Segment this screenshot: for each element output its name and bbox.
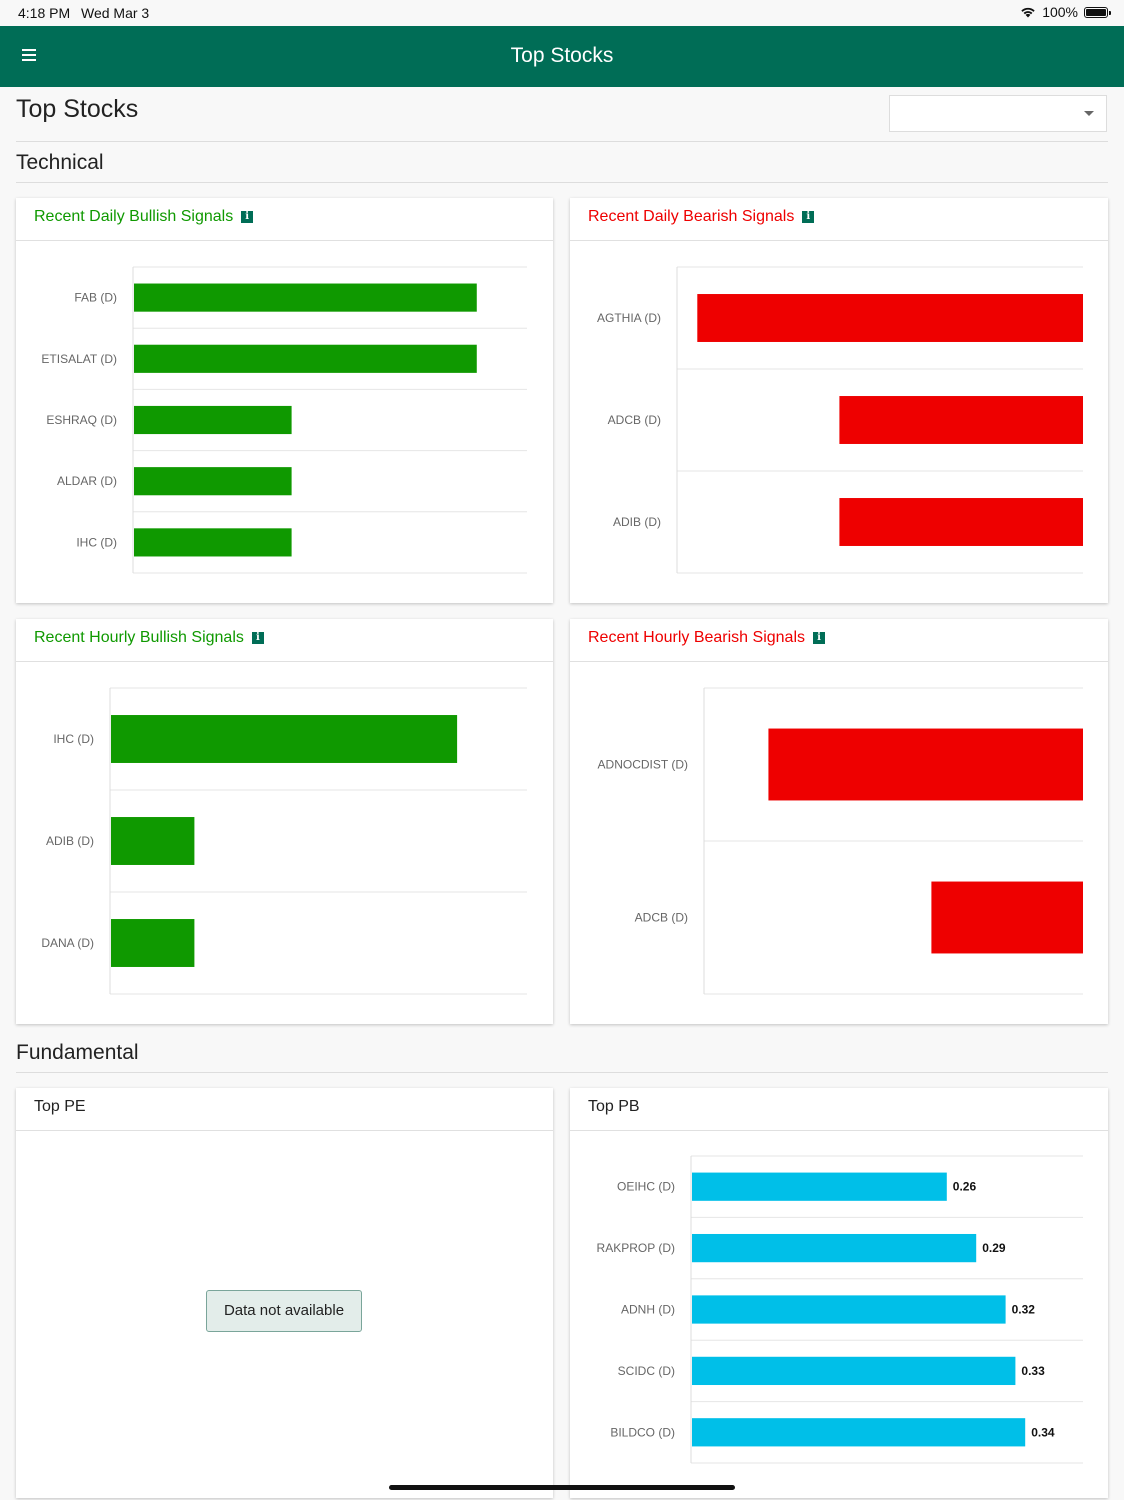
section-title-fundamental: Fundamental xyxy=(16,1041,139,1064)
bar xyxy=(768,728,1083,801)
category-label: AGTHIA (D) xyxy=(597,311,661,325)
category-label: ADIB (D) xyxy=(46,834,94,848)
category-label: SCIDC (D) xyxy=(618,1364,675,1378)
bar xyxy=(134,467,292,496)
card-hourly-bullish: Recent Hourly Bullish Signals i IHC (D) A… xyxy=(16,619,553,1024)
market-select[interactable] xyxy=(889,95,1107,132)
card-title-text: Top PB xyxy=(588,1098,640,1115)
card-header: Recent Hourly Bearish Signals i xyxy=(570,619,1108,662)
info-icon[interactable]: i xyxy=(802,211,815,223)
chart-top-pb: OEIHC (D) 0.26 RAKPROP (D) 0.29 ADNH (D) 0.32… xyxy=(597,1155,1083,1464)
card-hourly-bearish: Recent Hourly Bearish Signals i ADNOCDIS… xyxy=(570,619,1108,1024)
category-label: FAB (D) xyxy=(74,291,117,305)
info-icon[interactable]: i xyxy=(813,632,825,644)
card-title: Recent Daily Bearish Signals i xyxy=(588,208,815,226)
bar xyxy=(931,881,1083,954)
category-label: ADNH (D) xyxy=(621,1303,675,1317)
home-indicator xyxy=(389,1485,735,1490)
data-label: 0.26 xyxy=(953,1180,977,1194)
divider xyxy=(16,1072,1108,1073)
bar xyxy=(134,405,292,435)
app-bar: Top Stocks xyxy=(0,26,1124,87)
card-daily-bearish: Recent Daily Bearish Signals i AGTHIA (D… xyxy=(570,198,1108,603)
card-header: Top PB xyxy=(570,1088,1108,1131)
data-label: 0.33 xyxy=(1021,1364,1045,1378)
category-label: BILDCO (D) xyxy=(610,1425,675,1439)
data-label: 0.34 xyxy=(1031,1425,1055,1439)
card-top-pb: Top PB OEIHC (D) 0.26 RAKPROP (D) 0.29 ADNH … xyxy=(570,1088,1108,1498)
bar xyxy=(697,294,1083,342)
category-label: IHC (D) xyxy=(76,535,117,549)
card-title-text: Recent Hourly Bullish Signals xyxy=(34,629,244,646)
bar xyxy=(111,715,458,763)
bar xyxy=(839,498,1083,546)
category-label: ADCB (D) xyxy=(635,911,688,925)
battery-percent: 100% xyxy=(1042,4,1078,20)
card-header: Top PE xyxy=(16,1088,553,1131)
card-daily-bullish: Recent Daily Bullish Signals i FAB (D) ET… xyxy=(16,198,553,603)
category-label: DANA (D) xyxy=(41,936,94,950)
bar xyxy=(692,1356,1016,1386)
chart-hourly-bullish: IHC (D) ADIB (D) DANA (D) xyxy=(41,687,527,995)
card-title-text: Recent Hourly Bearish Signals xyxy=(588,629,805,646)
status-date: Wed Mar 3 xyxy=(81,5,150,21)
card-header: Recent Daily Bearish Signals i xyxy=(570,198,1108,241)
status-bar: 4:18 PM Wed Mar 3 100% xyxy=(0,0,1124,26)
bar xyxy=(692,1418,1026,1447)
category-label: ALDAR (D) xyxy=(57,474,117,488)
card-title: Top PE xyxy=(34,1098,86,1116)
category-label: ESHRAQ (D) xyxy=(46,413,117,427)
info-icon[interactable]: i xyxy=(251,632,264,644)
bar xyxy=(692,1233,977,1263)
chart-daily-bullish: FAB (D) ETISALAT (D) ESHRAQ (D) ALDAR (D) IH… xyxy=(41,266,527,574)
section-title-technical: Technical xyxy=(16,151,104,174)
hamburger-menu-icon[interactable] xyxy=(22,49,36,61)
category-label: RAKPROP (D) xyxy=(597,1241,675,1255)
status-time: 4:18 PM xyxy=(18,5,71,21)
category-label: ETISALAT (D) xyxy=(41,352,117,366)
bar xyxy=(111,817,195,865)
status-indicators: 100% xyxy=(1020,4,1111,20)
card-top-pe: Top PE Data not available xyxy=(16,1088,553,1498)
divider xyxy=(16,182,1108,183)
category-label: IHC (D) xyxy=(53,732,94,746)
battery-icon xyxy=(1084,6,1111,18)
bar xyxy=(111,919,195,967)
card-title: Recent Hourly Bullish Signals i xyxy=(34,629,264,647)
chart-hourly-bearish: ADNOCDIST (D) ADCB (D) xyxy=(598,687,1083,995)
card-title-text: Top PE xyxy=(34,1098,86,1115)
chart-daily-bearish: AGTHIA (D) ADCB (D) ADIB (D) xyxy=(597,266,1083,574)
bar xyxy=(692,1295,1006,1324)
card-title: Top PB xyxy=(588,1098,640,1116)
wifi-icon xyxy=(1021,7,1035,18)
card-title: Recent Hourly Bearish Signals i xyxy=(588,629,825,647)
divider xyxy=(16,141,1108,142)
page-title: Top Stocks xyxy=(16,95,139,123)
card-title: Recent Daily Bullish Signals i xyxy=(34,208,254,226)
card-title-text: Recent Daily Bearish Signals xyxy=(588,208,795,225)
card-title-text: Recent Daily Bullish Signals xyxy=(34,208,234,225)
category-label: OEIHC (D) xyxy=(617,1180,675,1194)
card-header: Recent Hourly Bullish Signals i xyxy=(16,619,553,662)
category-label: ADIB (D) xyxy=(613,515,661,529)
bar xyxy=(839,396,1083,444)
data-label: 0.32 xyxy=(1012,1303,1036,1317)
data-label: 0.29 xyxy=(982,1241,1006,1255)
data-not-available-button[interactable]: Data not available xyxy=(206,1290,362,1332)
category-label: ADNOCDIST (D) xyxy=(598,758,688,772)
bar xyxy=(134,528,292,557)
bar xyxy=(134,344,477,373)
bar xyxy=(134,283,477,312)
category-label: ADCB (D) xyxy=(608,413,661,427)
bar xyxy=(692,1172,947,1201)
app-bar-title: Top Stocks xyxy=(510,44,614,67)
info-icon[interactable]: i xyxy=(241,211,254,223)
chevron-down-icon xyxy=(1084,111,1094,116)
card-header: Recent Daily Bullish Signals i xyxy=(16,198,553,241)
